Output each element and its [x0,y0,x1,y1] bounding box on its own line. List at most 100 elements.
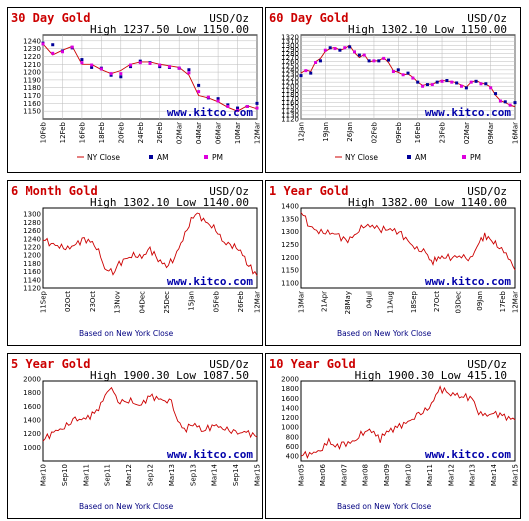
high-low-label: High 1302.10 Low 1150.00 [348,23,507,36]
plot-area [42,380,258,462]
plot-area [42,34,258,120]
footer-note: Based on New York Close [337,502,432,511]
chart-title: 1 Year Gold [269,184,348,198]
watermark: www.kitco.com [425,106,511,119]
point-pm [226,104,230,108]
point-am [226,103,230,107]
x-tick-label: 25Dec [163,291,171,314]
unit-label: USD/Oz [467,185,507,198]
y-tick-label: 1180 [23,84,41,92]
y-tick-label: 1300 [281,228,299,236]
x-tick-label: Mar15 [512,464,520,486]
unit-label: USD/Oz [467,12,507,25]
y-tick-label: 1800 [23,389,41,397]
y-tick-label: 1200 [23,69,41,77]
point-am [216,97,220,101]
point-pm [216,99,220,103]
x-tick-label: Mar15 [254,464,262,486]
chart-6-month: 6 Month Gold USD/Oz High 1302.10 Low 1140.… [7,180,263,346]
point-pm [489,86,493,90]
point-am [236,106,240,110]
point-pm [167,65,171,69]
x-tick-label: Mar12 [125,464,133,486]
x-tick-label: 26Jan [346,122,354,142]
x-tick-label: 23Feb [439,121,447,143]
point-pm [372,59,376,63]
series-line-ny-close [42,212,258,276]
point-am [328,46,332,50]
y-tick-label: 1260 [23,227,41,235]
y-tick-label: 400 [286,453,299,461]
point-am [377,59,381,63]
point-am [367,59,371,63]
x-tick-label: Mar11 [82,464,90,486]
chart-title: 60 Day Gold [269,11,348,25]
point-am [338,48,342,52]
x-tick-label: Mar10 [405,464,413,486]
chart-title: 6 Month Gold [11,184,98,198]
point-am [80,58,84,62]
x-tick-label: 18Sep [410,290,418,313]
y-tick-label: 1350 [281,215,299,223]
x-tick-label: Mar12 [447,464,455,486]
legend-swatch [149,155,153,159]
chart-30-day: 30 Day Gold USD/Oz High 1237.50 Low 1150.0… [7,7,263,173]
unit-label: USD/Oz [209,185,249,198]
y-tick-label: 1320 [281,34,299,42]
x-tick-label: 17Feb [499,290,507,312]
point-pm [197,90,201,94]
point-am [513,101,517,105]
x-tick-label: Mar07 [340,464,348,486]
point-pm [70,45,74,49]
point-am [318,59,322,63]
x-tick-label: Mar13 [469,464,477,486]
point-am [425,83,429,87]
point-pm [382,56,386,60]
point-pm [479,82,483,86]
watermark: www.kitco.com [425,448,511,461]
point-pm [138,61,142,65]
y-tick-label: 1180 [281,91,299,99]
y-tick-label: 1280 [23,219,41,227]
x-tick-label: Sep13 [189,464,197,486]
y-tick-label: 1220 [23,53,41,61]
point-am [129,65,133,69]
y-tick-label: 1190 [281,87,299,95]
legend-swatch [407,155,411,159]
y-tick-label: 1300 [23,211,41,219]
chart-1-year: 1 Year Gold USD/Oz High 1382.00 Low 1140.0… [265,180,521,346]
x-tick-label: 04Dec [138,291,146,314]
point-am [187,68,191,72]
point-am [387,58,391,62]
x-tick-label: Sep14 [232,463,240,486]
x-tick-label: 12Feb [59,121,67,143]
x-tick-label: 16Feb [414,121,422,143]
x-tick-label: Mar08 [362,464,370,486]
x-tick-label: 26Feb [156,121,164,143]
y-tick-label: 1800 [281,385,299,393]
point-am [474,79,478,83]
point-am [255,101,259,105]
legend-entry: PM [212,153,223,162]
point-pm [401,73,405,77]
chart-title: 10 Year Gold [269,357,356,371]
series-line-ny-close [300,385,516,459]
point-pm [353,50,356,54]
unit-label: USD/Oz [209,358,249,371]
y-tick-label: 1100 [281,279,299,287]
y-tick-label: 1240 [281,66,299,74]
unit-label: USD/Oz [209,12,249,25]
point-am [455,81,459,85]
x-tick-label: 10Feb [40,121,48,143]
point-am [90,65,94,69]
x-tick-label: 11Sep [40,290,48,313]
y-tick-label: 1290 [281,46,299,54]
watermark: www.kitco.com [167,275,253,288]
x-tick-label: Sep12 [147,464,155,486]
y-tick-label: 1400 [23,417,41,425]
